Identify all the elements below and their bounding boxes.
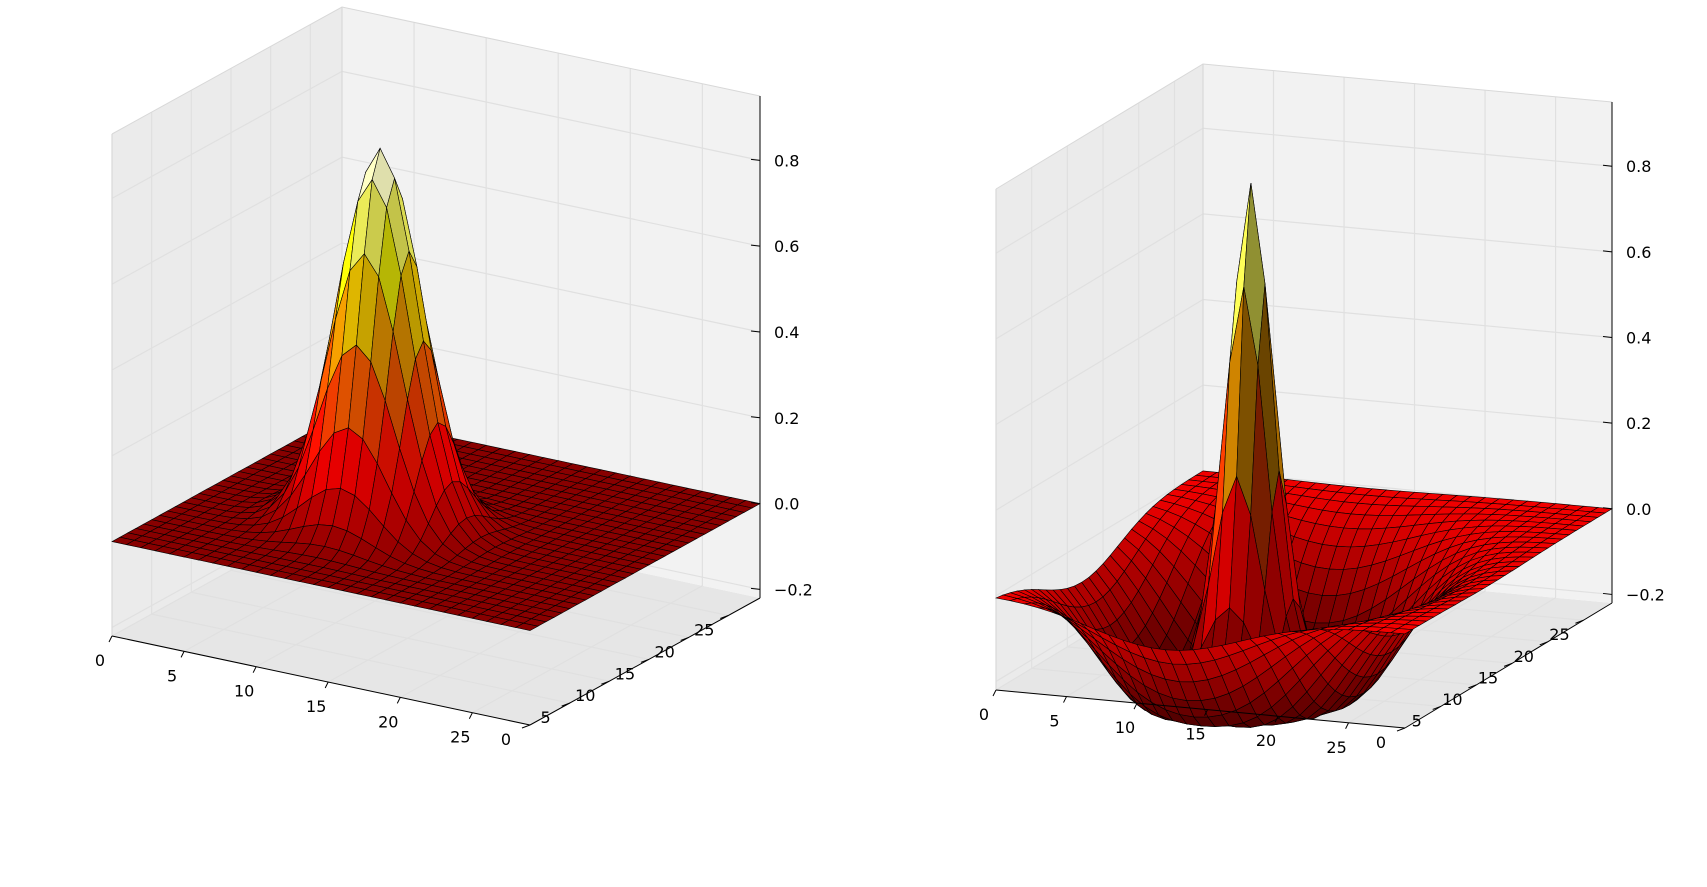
y-tick-label: 0 [1376, 733, 1386, 752]
y-gridline [190, 90, 610, 682]
z-tick [750, 158, 761, 161]
surface-patch [1389, 628, 1414, 635]
y-tick-label: 15 [615, 664, 635, 683]
z-tick [1602, 336, 1613, 339]
z-tick-label: 0.0 [1626, 500, 1651, 519]
y-gridline [230, 68, 650, 660]
x-tick-label: 25 [450, 728, 470, 747]
z-tick [1602, 164, 1613, 167]
y-axis-line [1404, 602, 1613, 729]
surface [111, 147, 761, 631]
x-tick-label: 20 [378, 712, 398, 731]
x-tick-label: 5 [167, 666, 177, 685]
x-tick-label: 10 [234, 682, 254, 701]
y-tick-label: 25 [694, 621, 714, 640]
x-tick-label: 20 [1256, 731, 1276, 750]
y-tick-label: 0 [501, 730, 511, 749]
back-pane [1203, 64, 1612, 603]
surface [994, 182, 1613, 728]
z-tick-label: 0.6 [1626, 243, 1651, 262]
surface-patch [514, 622, 539, 631]
x-tick [396, 697, 401, 704]
x-axis-line [111, 635, 531, 726]
x-tick-label: 25 [1326, 738, 1346, 757]
z-tick [750, 416, 761, 419]
x-gridline [472, 83, 703, 714]
x-tick [180, 651, 185, 658]
z-tick [1602, 250, 1613, 253]
y-axis-line [529, 597, 761, 726]
z-tick [750, 244, 761, 247]
z-tick [750, 502, 761, 505]
x-axis-line [995, 689, 1406, 729]
x-tick [1345, 722, 1350, 729]
z-tick [750, 587, 761, 590]
x-tick-label: 0 [979, 705, 989, 724]
y-tick-label: 20 [654, 642, 674, 661]
y-tick [1396, 727, 1406, 732]
x-tick-label: 15 [1185, 725, 1205, 744]
x-tick-label: 5 [1049, 712, 1059, 731]
x-tick [1133, 702, 1138, 710]
z-tick-label: 0.4 [1626, 329, 1651, 348]
x-tick [1063, 696, 1067, 703]
x-tick [992, 689, 997, 697]
y-tick [521, 724, 531, 729]
x-tick-label: 15 [306, 697, 326, 716]
z-tick-label: 0.8 [774, 151, 799, 170]
y-tick-label: 5 [541, 708, 551, 727]
z-tick-label: −0.2 [1626, 585, 1665, 604]
y-gridline [151, 112, 570, 704]
z-tick-label: 0.6 [774, 237, 799, 256]
x-tick [1204, 709, 1208, 716]
x-gridline [1348, 96, 1557, 724]
z-tick-label: −0.2 [774, 580, 813, 599]
x-tick [468, 712, 473, 719]
x-tick [108, 635, 113, 643]
x-tick-label: 10 [1115, 718, 1135, 737]
z-tick [1602, 592, 1613, 595]
y-tick-label: 10 [575, 686, 595, 705]
z-tick [1602, 507, 1613, 510]
z-tick-label: 0.2 [774, 409, 799, 428]
z-tick [750, 330, 761, 333]
z-tick-label: 0.4 [774, 323, 799, 342]
axes: 0 5 10 15 20 25 0 5 10 15 20 25 −0.2 0.0 0.2 0.4 0.6 0.8 [95, 96, 813, 749]
z-tick [1602, 421, 1613, 424]
z-tick-label: 0.2 [1626, 414, 1651, 433]
x-tick-label: 0 [95, 651, 105, 670]
x-tick [1274, 715, 1279, 723]
z-tick-label: 0.8 [1626, 157, 1651, 176]
x-tick [324, 681, 329, 689]
z-tick-label: 0.0 [774, 495, 799, 514]
x-tick [252, 666, 257, 673]
surface-plot-left: 0 5 10 15 20 25 0 5 10 15 20 25 −0.2 0.0 0.2 0.4 0.6 0.8 [95, 6, 813, 749]
